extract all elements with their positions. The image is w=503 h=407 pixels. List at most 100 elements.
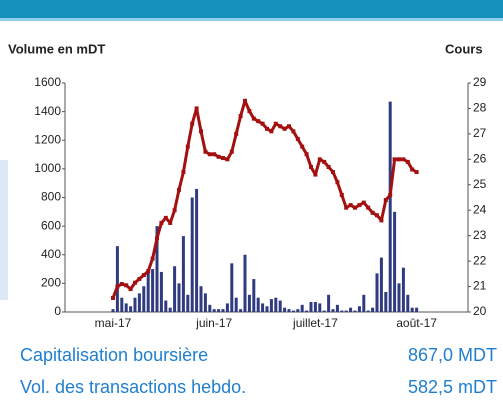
x-tick-label: juillet-17 bbox=[292, 316, 338, 330]
summary-value: 582,5 mDT bbox=[408, 377, 497, 397]
bar bbox=[349, 307, 353, 312]
bar bbox=[406, 294, 410, 312]
line-marker bbox=[177, 187, 181, 192]
line-marker bbox=[216, 154, 221, 159]
y2-tick-label: 24 bbox=[473, 202, 487, 216]
line-marker bbox=[410, 167, 415, 172]
y-axis-label: Volume en mDT bbox=[8, 41, 105, 56]
side-strip bbox=[0, 160, 8, 300]
bar bbox=[217, 309, 221, 312]
line-marker bbox=[317, 157, 322, 162]
bar bbox=[186, 294, 190, 312]
line-marker bbox=[397, 157, 401, 162]
bar bbox=[177, 283, 181, 312]
line-marker bbox=[273, 121, 278, 126]
bar bbox=[151, 269, 155, 312]
line-marker bbox=[405, 159, 410, 164]
bar bbox=[318, 303, 322, 312]
line-marker bbox=[181, 170, 186, 175]
bar bbox=[221, 309, 225, 312]
line-marker bbox=[207, 152, 212, 157]
bar bbox=[230, 263, 234, 312]
bar bbox=[313, 301, 317, 312]
line-marker bbox=[155, 236, 159, 241]
line-marker bbox=[353, 205, 357, 210]
bar bbox=[173, 266, 177, 312]
bar bbox=[164, 300, 168, 312]
bar bbox=[384, 291, 388, 312]
line-marker bbox=[234, 131, 239, 136]
line-marker bbox=[238, 114, 243, 119]
bar bbox=[401, 267, 405, 312]
line-marker bbox=[414, 170, 419, 175]
line-marker bbox=[199, 129, 203, 134]
line-marker bbox=[251, 116, 256, 121]
bar bbox=[124, 303, 128, 312]
line-marker bbox=[370, 210, 375, 215]
line-marker bbox=[260, 121, 265, 126]
line-marker bbox=[194, 106, 199, 111]
bar bbox=[195, 188, 199, 312]
line-marker bbox=[141, 273, 146, 278]
bar bbox=[322, 310, 326, 312]
bar bbox=[243, 254, 247, 312]
bar bbox=[327, 294, 331, 312]
line-marker bbox=[203, 149, 208, 154]
line-marker bbox=[159, 220, 164, 225]
line-marker bbox=[357, 203, 362, 208]
line-marker bbox=[401, 157, 406, 162]
bar bbox=[397, 283, 401, 312]
bar bbox=[379, 257, 383, 312]
bar bbox=[203, 293, 207, 312]
line-marker bbox=[344, 205, 349, 210]
bar bbox=[300, 304, 304, 312]
bar bbox=[296, 309, 300, 312]
y2-tick-label: 22 bbox=[473, 253, 487, 267]
line-marker bbox=[335, 180, 340, 185]
line-marker bbox=[146, 269, 151, 274]
bar bbox=[137, 293, 141, 312]
line-marker bbox=[331, 170, 335, 175]
y2-axis-label: Cours bbox=[445, 41, 483, 56]
y2-tick-label: 23 bbox=[473, 228, 487, 242]
bar bbox=[146, 269, 150, 312]
y-tick-label: 600 bbox=[41, 218, 61, 232]
bar bbox=[410, 307, 414, 312]
line-marker bbox=[247, 108, 252, 113]
line-marker bbox=[304, 152, 309, 157]
x-tick-label: mai-17 bbox=[95, 316, 132, 330]
line-marker bbox=[322, 159, 327, 164]
line-marker bbox=[269, 129, 274, 134]
x-tick-label: juin-17 bbox=[195, 316, 232, 330]
line-marker bbox=[366, 205, 371, 210]
bar bbox=[375, 273, 379, 312]
x-tick-label: août-17 bbox=[396, 316, 437, 330]
y2-tick-label: 21 bbox=[473, 279, 487, 293]
bar bbox=[208, 304, 212, 312]
bar bbox=[159, 271, 163, 312]
top-band bbox=[0, 0, 503, 18]
line-marker bbox=[313, 172, 318, 177]
bar bbox=[247, 294, 251, 312]
bar bbox=[252, 279, 256, 312]
bar bbox=[415, 307, 419, 312]
line-marker bbox=[150, 256, 155, 261]
bar bbox=[168, 307, 172, 312]
bar bbox=[142, 286, 146, 312]
line-marker bbox=[287, 124, 291, 129]
line-marker bbox=[115, 284, 120, 289]
line-marker bbox=[291, 129, 296, 134]
bar bbox=[287, 309, 291, 312]
line-marker bbox=[392, 157, 397, 162]
bar bbox=[357, 306, 361, 312]
line-marker bbox=[111, 296, 115, 301]
line-marker bbox=[190, 121, 195, 126]
line-marker bbox=[133, 280, 137, 285]
y-tick-label: 1200 bbox=[34, 132, 61, 146]
bar bbox=[212, 309, 216, 312]
bar bbox=[234, 297, 238, 312]
line-marker bbox=[379, 218, 384, 223]
line-marker bbox=[309, 164, 313, 169]
bar bbox=[353, 310, 357, 312]
y-tick-label: 800 bbox=[41, 190, 61, 204]
